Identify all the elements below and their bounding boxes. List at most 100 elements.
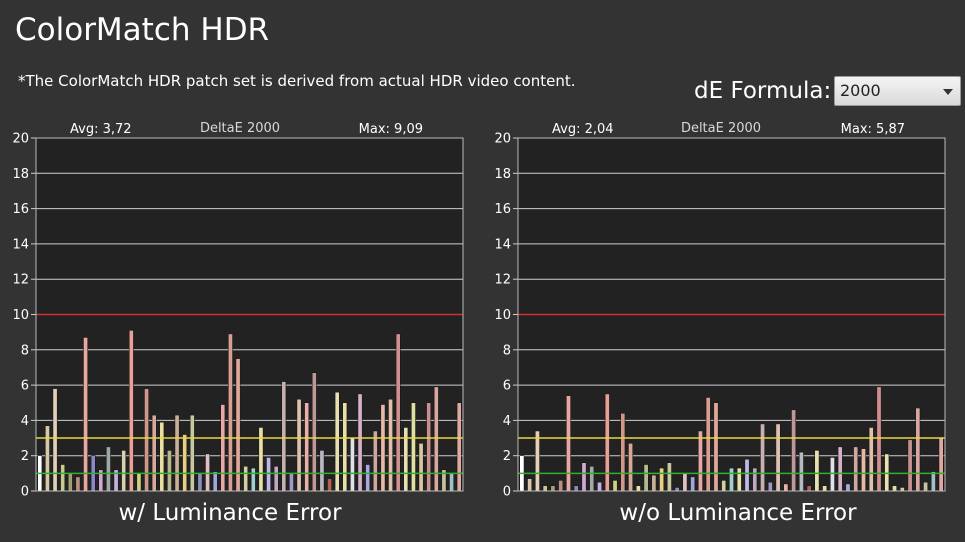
y-tick-label: 8 [21, 343, 29, 358]
chart-with-luminance-error: 0 2 4 6 8 10 12 14 16 18 20 Avg: 3,72 DeltaE 2000 Max… [12, 121, 464, 500]
bar [736, 467, 742, 492]
bar [433, 386, 439, 492]
bar [197, 473, 203, 492]
bar [365, 464, 371, 492]
bar [243, 466, 249, 492]
bar [643, 464, 649, 492]
bar [273, 466, 279, 492]
y-tick-label: 0 [21, 485, 29, 500]
bar [581, 462, 587, 492]
bar [289, 473, 294, 492]
bar [690, 476, 696, 492]
bar [814, 450, 820, 492]
bar [535, 430, 540, 492]
bar [220, 404, 226, 492]
bar [775, 423, 781, 492]
bar [388, 398, 393, 492]
bar [121, 450, 127, 492]
bar [159, 421, 165, 492]
y-tick-label: 2 [503, 449, 511, 464]
bar [705, 397, 711, 492]
bar [189, 414, 195, 492]
bar [667, 462, 672, 492]
bar [319, 450, 325, 492]
bar [151, 414, 157, 492]
bar [868, 427, 874, 492]
bar [760, 423, 765, 492]
bar [45, 425, 50, 492]
bar [604, 393, 610, 492]
de-formula-value: 2000 [840, 81, 881, 100]
y-tick-label: 4 [21, 414, 29, 429]
y-tick-label: 20 [12, 132, 29, 147]
bar [659, 467, 665, 492]
y-tick-label: 6 [503, 379, 511, 394]
bar [304, 402, 310, 492]
bar [713, 402, 719, 492]
bar [258, 427, 264, 492]
bar [729, 467, 734, 492]
bar [372, 430, 378, 492]
bar [674, 487, 680, 492]
bar [830, 457, 835, 492]
bar [806, 485, 812, 492]
bar [542, 485, 548, 492]
bar [938, 437, 944, 492]
avg-label: Avg: 3,72 [70, 122, 132, 137]
bar [651, 474, 657, 492]
chart-title-with-luminance-error: w/ Luminance Error [118, 500, 342, 526]
bar [350, 437, 355, 492]
bar [128, 330, 134, 492]
bar [403, 427, 409, 492]
avg-label: Avg: 2,04 [552, 122, 614, 137]
bar [566, 395, 571, 492]
y-tick-label: 18 [494, 167, 511, 182]
bar [798, 451, 804, 492]
patch-set-note: *The ColorMatch HDR patch set is derived… [18, 72, 576, 90]
y-tick-label: 16 [12, 202, 29, 217]
bar [449, 473, 454, 492]
bar [456, 402, 462, 492]
bar [527, 478, 533, 492]
bar [822, 485, 828, 492]
y-tick-label: 20 [494, 132, 511, 147]
bar [597, 481, 602, 492]
bar [167, 450, 172, 492]
bar [752, 467, 758, 492]
chart-subtitle: DeltaE 2000 [681, 121, 761, 136]
bar [327, 478, 332, 492]
bar [174, 414, 180, 492]
bar [628, 443, 633, 492]
bar [930, 471, 936, 492]
bar [75, 476, 81, 492]
bar [744, 458, 750, 492]
max-label: Max: 5,87 [841, 122, 905, 137]
bar [845, 483, 851, 492]
bar [281, 381, 287, 492]
bar [83, 337, 88, 492]
de-formula-select[interactable]: 2000 [834, 76, 961, 106]
bar [892, 485, 897, 492]
bar [52, 388, 58, 492]
y-tick-label: 10 [494, 308, 511, 323]
bar [635, 485, 641, 492]
bar [60, 464, 66, 492]
bar [612, 480, 618, 492]
bar [620, 413, 626, 492]
de-formula-label: dE Formula: [694, 78, 832, 104]
bar [907, 439, 913, 492]
bar [853, 446, 859, 492]
bar [721, 480, 727, 492]
bar [342, 402, 348, 492]
bar [296, 398, 302, 492]
bar [67, 473, 73, 492]
y-tick-label: 8 [503, 343, 511, 358]
bar [426, 402, 432, 492]
bar [915, 407, 921, 492]
page-title: ColorMatch HDR [15, 12, 270, 48]
y-tick-label: 14 [12, 237, 29, 252]
bar [558, 480, 564, 492]
bar [783, 483, 789, 492]
bar [182, 434, 188, 492]
bar [767, 481, 773, 492]
